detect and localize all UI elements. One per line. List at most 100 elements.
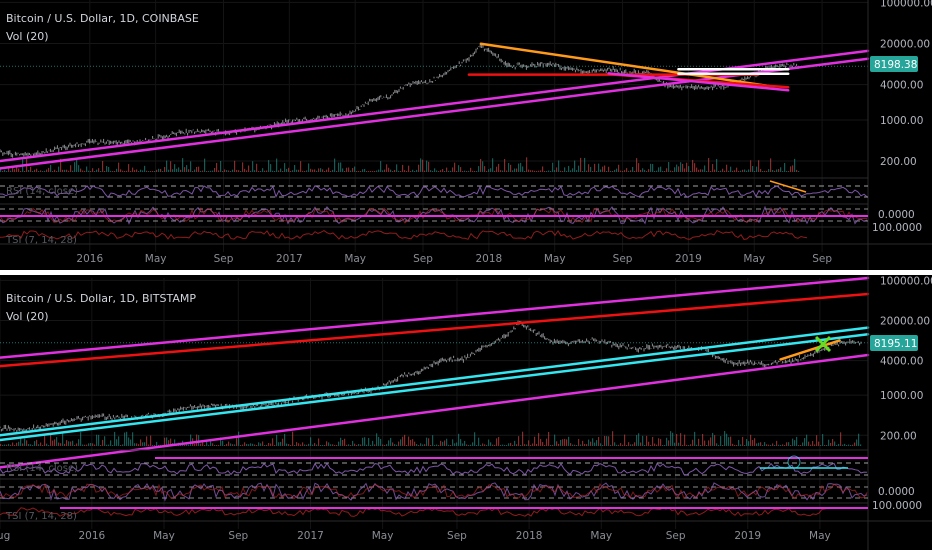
- volume-bar: [502, 170, 504, 172]
- volume-bar: [616, 444, 618, 446]
- volume-bar: [72, 170, 74, 172]
- x-tick-label: May: [344, 253, 366, 265]
- volume-bar: [238, 431, 240, 446]
- volume-bar: [116, 168, 118, 172]
- volume-bar: [448, 444, 450, 446]
- volume-bar: [694, 431, 696, 446]
- volume-bar: [204, 444, 206, 446]
- volume-bar: [766, 170, 768, 172]
- volume-bar: [508, 163, 510, 172]
- volume-bar: [656, 170, 658, 172]
- volume-bar: [748, 441, 750, 446]
- volume-bar: [852, 444, 854, 446]
- x-tick-label: 2016: [78, 530, 105, 542]
- volume-bar: [518, 163, 520, 172]
- volume-bar: [400, 439, 402, 446]
- volume-bar: [704, 165, 706, 172]
- volume-bar: [420, 443, 422, 446]
- volume-bar: [406, 444, 408, 446]
- volume-bar: [170, 161, 172, 172]
- volume-bar: [242, 444, 244, 446]
- volume-bar: [222, 440, 224, 446]
- volume-bar: [302, 170, 304, 172]
- volume-bar: [754, 438, 756, 446]
- tsi-panel: TSI (7, 14, 28): [0, 229, 808, 246]
- volume-bar: [152, 444, 154, 446]
- volume-bar: [502, 444, 504, 446]
- volume-bar: [392, 170, 394, 172]
- volume-bar: [368, 170, 370, 172]
- volume-bar: [772, 169, 774, 172]
- volume-bar: [292, 431, 294, 446]
- volume-bar: [248, 165, 250, 172]
- volume-bar: [656, 444, 658, 446]
- volume-bar: [404, 434, 406, 446]
- volume-bar: [354, 443, 356, 446]
- volume-bar: [824, 444, 826, 446]
- volume-bar: [110, 440, 112, 446]
- volume-bar: [682, 163, 684, 172]
- volume-bar: [372, 170, 374, 172]
- volume-bar: [434, 168, 436, 172]
- volume-bar: [98, 434, 100, 446]
- volume-bar: [332, 444, 334, 446]
- volume-bar: [356, 444, 358, 446]
- volume-bar: [666, 437, 668, 446]
- osc-tick-0: 0.0000: [878, 486, 915, 498]
- volume-bar: [438, 170, 440, 172]
- volume-bar: [16, 166, 18, 172]
- volume-bar: [70, 165, 72, 172]
- volume-bar: [264, 170, 266, 172]
- volume-bar: [696, 444, 698, 446]
- volume-bar: [530, 444, 532, 446]
- volume-bar: [114, 431, 116, 446]
- volume-bar: [198, 166, 200, 172]
- volume-bar: [714, 435, 716, 446]
- volume-bar: [810, 444, 812, 446]
- volume-bar: [526, 444, 528, 446]
- volume-bar: [756, 166, 758, 172]
- volume-bar: [676, 433, 678, 446]
- volume-bar: [376, 433, 378, 446]
- volume-bar: [788, 442, 790, 446]
- volume-bar: [346, 167, 348, 172]
- volume-bar: [256, 163, 258, 172]
- volume-bar: [440, 170, 442, 172]
- volume-bar: [454, 162, 456, 172]
- volume-bar: [668, 162, 670, 172]
- volume-bar: [826, 444, 828, 446]
- volume-bar: [860, 444, 862, 446]
- volume-bar: [350, 444, 352, 446]
- volume-bar: [84, 444, 86, 446]
- volume-bar: [58, 442, 60, 446]
- volume-bar: [790, 444, 792, 446]
- volume-bar: [720, 170, 722, 172]
- volume-bar: [308, 163, 310, 172]
- volume-bar: [540, 439, 542, 446]
- stoch-panel: [0, 205, 868, 225]
- volume-bar: [96, 169, 98, 172]
- volume-bar: [74, 162, 76, 172]
- volume-bar: [286, 443, 288, 446]
- volume-bar: [4, 169, 6, 172]
- volume-bar: [64, 169, 66, 172]
- volume-bar: [646, 170, 648, 172]
- volume-bar: [296, 442, 298, 446]
- volume-bar: [244, 168, 246, 172]
- x-tick-label: May: [544, 253, 566, 265]
- volume-bar: [318, 438, 320, 446]
- volume-bar: [278, 170, 280, 172]
- x-tick-label: Sep: [228, 530, 248, 542]
- volume-bar: [252, 161, 254, 172]
- volume-bar: [496, 166, 498, 172]
- volume-bar: [360, 444, 362, 446]
- volume-bar: [586, 444, 588, 446]
- volume-bar: [696, 167, 698, 172]
- volume-bar: [20, 170, 22, 172]
- volume-bar: [520, 162, 522, 172]
- volume-bar: [146, 170, 148, 172]
- volume-bar: [386, 444, 388, 446]
- volume-bar: [570, 443, 572, 446]
- volume-bar: [70, 441, 72, 446]
- volume-bar: [100, 170, 102, 172]
